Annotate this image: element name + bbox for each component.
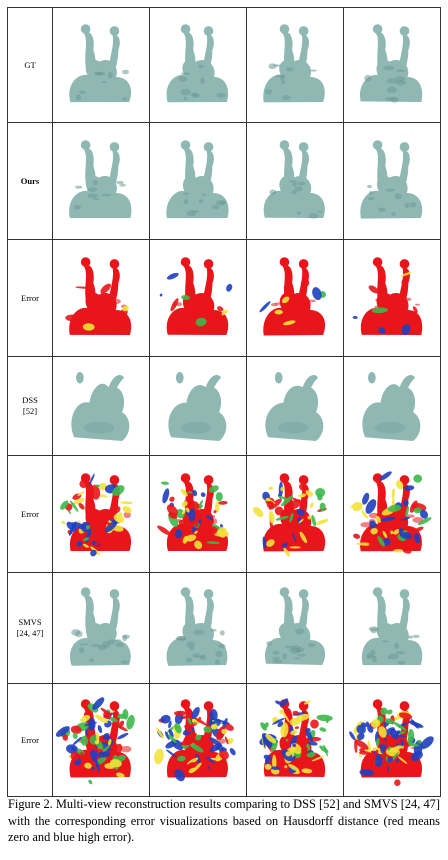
figure-cell bbox=[149, 7, 247, 123]
row-label: DSS [52] bbox=[7, 356, 53, 456]
render-image bbox=[60, 472, 134, 556]
figure-cell bbox=[149, 356, 247, 456]
render-image bbox=[349, 698, 434, 786]
row-label-text: SMVS [24, 47] bbox=[16, 617, 44, 638]
render-image bbox=[362, 371, 421, 441]
render-image bbox=[154, 698, 236, 781]
figure-cell bbox=[52, 239, 150, 357]
figure-cell bbox=[343, 455, 441, 573]
row-label-text: Ours bbox=[20, 175, 40, 186]
figure-cell bbox=[343, 122, 441, 240]
figure-row: DSS [52] bbox=[7, 356, 441, 456]
render-image bbox=[259, 256, 327, 335]
row-label-text: DSS [52] bbox=[22, 395, 38, 416]
render-image bbox=[69, 139, 132, 218]
row-label: SMVS [24, 47] bbox=[7, 572, 53, 684]
render-image bbox=[263, 23, 325, 102]
render-image bbox=[259, 697, 333, 777]
figure-caption: Figure 2. Multi-view reconstruction resu… bbox=[8, 797, 440, 845]
render-image bbox=[263, 139, 325, 219]
row-label: GT bbox=[7, 7, 53, 123]
figure-cell bbox=[246, 683, 344, 797]
render-image bbox=[65, 256, 132, 335]
render-image bbox=[166, 586, 228, 666]
figure-cell bbox=[343, 356, 441, 456]
render-image bbox=[349, 470, 432, 554]
figure-row: Ours bbox=[7, 122, 441, 240]
render-image bbox=[71, 371, 130, 441]
figure-cell bbox=[149, 239, 247, 357]
figure-row: SMVS [24, 47] bbox=[7, 572, 441, 684]
render-image bbox=[352, 256, 423, 335]
figure-cell bbox=[246, 239, 344, 357]
figure-cell bbox=[246, 356, 344, 456]
render-image bbox=[157, 472, 230, 551]
row-label-text: Error bbox=[21, 508, 39, 519]
row-label: Error bbox=[7, 239, 53, 357]
figure-cell bbox=[149, 572, 247, 684]
render-image bbox=[265, 371, 324, 441]
figure-table: GT Ours Error DSS [52] Error SMVS [24, 47] Err… bbox=[7, 7, 441, 797]
figure-row: Error bbox=[7, 683, 441, 797]
figure-cell bbox=[343, 7, 441, 123]
figure-cell bbox=[52, 122, 150, 240]
figure-cell bbox=[52, 572, 150, 684]
row-label-text: Error bbox=[21, 292, 39, 303]
figure-cell bbox=[246, 455, 344, 573]
figure-cell bbox=[246, 122, 344, 240]
row-label-text: Error bbox=[21, 734, 39, 745]
figure-cell bbox=[149, 455, 247, 573]
figure-cell bbox=[343, 239, 441, 357]
figure-row: GT bbox=[7, 7, 441, 123]
render-image bbox=[69, 23, 132, 102]
figure-cell bbox=[343, 683, 441, 797]
figure-cell bbox=[149, 683, 247, 797]
row-label: Error bbox=[7, 455, 53, 573]
figure-cell bbox=[52, 7, 150, 123]
figure-row: Error bbox=[7, 239, 441, 357]
row-label: Error bbox=[7, 683, 53, 797]
render-image bbox=[253, 472, 329, 557]
figure-cell bbox=[343, 572, 441, 684]
render-image bbox=[69, 586, 131, 666]
render-image bbox=[359, 23, 423, 103]
figure-cell bbox=[246, 7, 344, 123]
render-image bbox=[265, 586, 326, 665]
render-image bbox=[168, 371, 227, 441]
render-image bbox=[166, 23, 229, 102]
render-image bbox=[360, 139, 423, 219]
render-image bbox=[166, 139, 229, 218]
render-image bbox=[159, 256, 233, 335]
figure-cell bbox=[52, 683, 150, 797]
row-label: Ours bbox=[7, 122, 53, 240]
figure-cell bbox=[52, 356, 150, 456]
figure-cell bbox=[149, 122, 247, 240]
figure-cell bbox=[246, 572, 344, 684]
render-image bbox=[55, 696, 135, 784]
figure-row: Error bbox=[7, 455, 441, 573]
render-image bbox=[361, 586, 423, 665]
row-label-text: GT bbox=[24, 59, 36, 70]
figure-cell bbox=[52, 455, 150, 573]
